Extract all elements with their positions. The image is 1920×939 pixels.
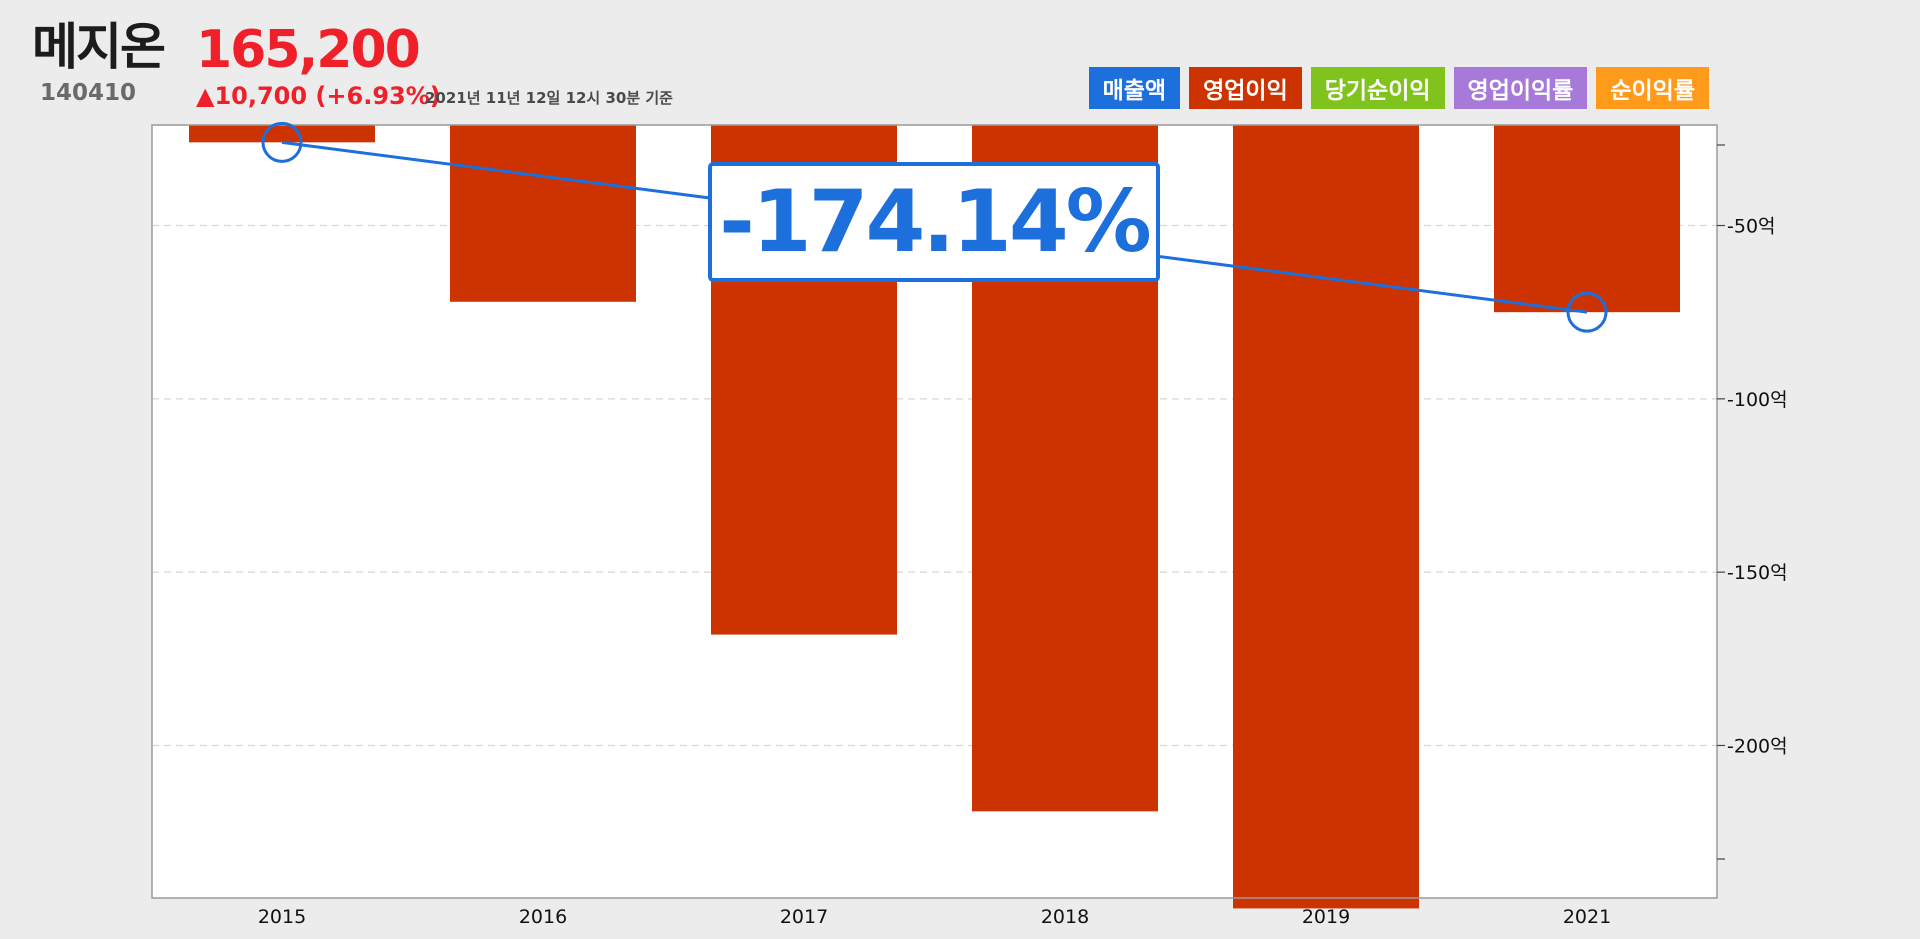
y-tick-label: -150억 — [1727, 562, 1788, 584]
legend-item-operating-margin[interactable]: 영업이익률 — [1453, 67, 1588, 109]
trend-end-point — [1566, 291, 1608, 333]
legend-item-net-margin[interactable]: 순이익률 — [1596, 67, 1709, 109]
y-tick-label: -100억 — [1727, 389, 1788, 411]
stock-timestamp: 2021년 11년 12일 12시 30분 기준 — [425, 89, 673, 107]
plot-frame — [151, 124, 1718, 899]
x-tick-label: 2017 — [780, 906, 828, 928]
x-tick-label: 2019 — [1302, 906, 1350, 928]
bar-2019 — [1233, 125, 1419, 909]
bar-2015 — [189, 125, 375, 143]
legend-item-net-income[interactable]: 당기순이익 — [1310, 67, 1445, 109]
stock-code: 140410 — [40, 80, 137, 106]
bar-2021 — [1494, 125, 1680, 313]
legend-item-revenue[interactable]: 매출액 — [1088, 67, 1181, 109]
bar-2016 — [450, 125, 636, 302]
x-tick-label: 2016 — [519, 906, 567, 928]
x-tick-label: 2021 — [1563, 906, 1611, 928]
growth-rate-callout: -174.14% — [708, 162, 1160, 282]
x-tick-label: 2018 — [1041, 906, 1089, 928]
legend-item-operating-profit[interactable]: 영업이익 — [1189, 67, 1302, 109]
x-axis-ticks: 2015 2016 2017 2018 2019 2021 — [258, 906, 1611, 928]
stock-price: 165,200 — [196, 20, 421, 80]
stock-name: 메지온 — [32, 18, 166, 76]
y-axis-ticks: -50억 -100억 -150억 -200억 — [1717, 144, 1788, 860]
trend-start-point — [261, 121, 303, 163]
chart-legend: 매출액 영업이익 당기순이익 영업이익률 순이익률 — [1088, 67, 1709, 109]
y-tick-label: -50억 — [1727, 216, 1776, 238]
y-tick-label: -200억 — [1727, 735, 1788, 757]
x-tick-label: 2015 — [258, 906, 306, 928]
stock-change: ▲10,700 (+6.93%) — [196, 82, 441, 110]
